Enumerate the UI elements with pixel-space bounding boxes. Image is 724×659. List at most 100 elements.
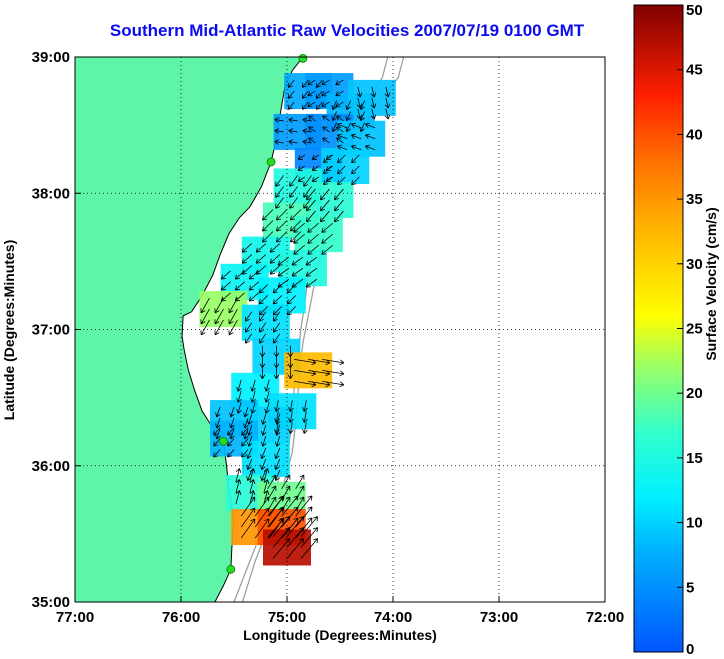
axis-ticks: 77:00 76:00 75:00 74:00 73:00 72:00 35:00 36:00… bbox=[32, 49, 625, 626]
velocity-arrow bbox=[274, 139, 284, 145]
velocity-arrow bbox=[234, 270, 245, 280]
velocity-arrow bbox=[288, 139, 298, 145]
velocity-arrow bbox=[321, 233, 334, 244]
velocity-arrow bbox=[289, 175, 298, 187]
colorbar-tick-label: 45 bbox=[686, 62, 703, 79]
velocity-arrow bbox=[306, 210, 316, 223]
velocity-arrow bbox=[305, 267, 318, 277]
velocity-arrow bbox=[307, 222, 320, 233]
x-tick-label: 76:00 bbox=[162, 609, 200, 626]
velocity-arrow bbox=[262, 220, 274, 232]
velocity-arrow bbox=[320, 188, 330, 201]
velocity-arrow bbox=[323, 176, 332, 186]
velocity-arrow bbox=[336, 126, 344, 133]
velocity-arrow bbox=[275, 413, 281, 425]
velocity-arrow bbox=[274, 117, 284, 123]
map-title: Southern Mid-Atlantic Raw Velocities 200… bbox=[109, 21, 585, 40]
velocity-arrow bbox=[302, 117, 312, 123]
velocity-arrow bbox=[249, 468, 256, 483]
velocity-arrow bbox=[302, 422, 308, 434]
velocity-arrow bbox=[228, 297, 238, 314]
velocity-arrow bbox=[306, 188, 316, 201]
velocity-arrow bbox=[351, 144, 362, 151]
velocity-arrow bbox=[291, 267, 304, 277]
velocity-arrow bbox=[228, 319, 238, 336]
velocity-arrow bbox=[365, 144, 376, 151]
velocity-arrow bbox=[289, 197, 298, 209]
velocity-arrow bbox=[254, 518, 270, 539]
velocity-arrow bbox=[288, 117, 298, 123]
velocity-arrow bbox=[258, 284, 268, 294]
colorbar-tick-label: 20 bbox=[686, 385, 703, 402]
velocity-arrow bbox=[297, 165, 306, 171]
velocity-arrow bbox=[281, 474, 291, 490]
colorbar bbox=[633, 4, 684, 653]
station-layer bbox=[218, 53, 308, 574]
velocity-arrow bbox=[254, 496, 270, 517]
velocity-arrow bbox=[258, 295, 268, 305]
velocity-arrow bbox=[286, 538, 305, 559]
velocity-arrow bbox=[297, 154, 306, 160]
velocity-arrow bbox=[246, 447, 253, 459]
velocity-arrow bbox=[273, 333, 281, 344]
velocity-arrow bbox=[335, 79, 344, 86]
velocity-arrow bbox=[359, 122, 365, 133]
velocity-arrow bbox=[370, 108, 377, 120]
colorbar-tick-label: 50 bbox=[686, 2, 703, 19]
y-tick-label: 35:00 bbox=[32, 594, 70, 611]
velocity-arrow bbox=[260, 447, 267, 459]
velocity-arrow bbox=[365, 122, 376, 129]
x-axis-label: Longitude (Degrees:Minutes) bbox=[243, 627, 437, 643]
velocity-arrow bbox=[276, 220, 288, 232]
velocity-arrow bbox=[315, 90, 323, 99]
velocity-arrow bbox=[287, 367, 294, 379]
velocity-arrow bbox=[337, 122, 348, 129]
velocity-arrow bbox=[269, 254, 281, 264]
velocity-arrow bbox=[259, 333, 267, 344]
x-tick-label: 75:00 bbox=[268, 609, 306, 626]
velocity-arrow bbox=[302, 128, 312, 134]
velocity-arrow bbox=[322, 137, 330, 144]
velocity-arrow bbox=[351, 122, 362, 129]
velocity-arrow bbox=[248, 292, 259, 302]
velocity-arrow bbox=[307, 79, 316, 86]
velocity-arrow bbox=[274, 458, 281, 470]
velocity-arrow bbox=[243, 406, 249, 418]
velocity-arrow bbox=[337, 176, 346, 186]
velocity-arrow bbox=[295, 495, 313, 517]
x-tick-label: 74:00 bbox=[374, 609, 412, 626]
y-tick-label: 38:00 bbox=[32, 185, 70, 202]
velocity-arrow bbox=[247, 424, 253, 436]
velocity-arrow bbox=[240, 507, 256, 528]
velocity-arrow bbox=[275, 197, 284, 209]
velocity-arrow bbox=[384, 108, 391, 120]
velocity-arrow bbox=[302, 411, 308, 423]
velocity-arrow bbox=[308, 137, 316, 144]
velocity-arrow bbox=[351, 133, 362, 140]
velocity-arrow bbox=[274, 400, 280, 412]
velocity-arrow bbox=[215, 406, 221, 418]
colorbar-tick-label: 15 bbox=[686, 450, 703, 467]
velocity-arrow bbox=[272, 284, 282, 294]
velocity-arrow bbox=[335, 90, 344, 97]
velocity-arrow bbox=[321, 101, 330, 108]
velocity-arrow bbox=[200, 297, 210, 314]
colorbar-tick-label: 5 bbox=[686, 579, 694, 596]
velocity-arrow bbox=[293, 244, 306, 255]
velocity-arrow bbox=[307, 101, 316, 108]
velocity-arrow bbox=[241, 254, 253, 264]
velocity-arrow bbox=[351, 176, 360, 186]
velocity-arrow bbox=[307, 244, 320, 255]
colorbar-tick-label: 30 bbox=[686, 256, 703, 273]
velocity-arrow bbox=[235, 479, 242, 494]
velocity-arrow bbox=[215, 428, 221, 440]
velocity-arrow bbox=[275, 175, 284, 187]
velocity-arrow bbox=[322, 380, 345, 388]
velocity-arrow bbox=[334, 199, 344, 212]
velocity-arrow bbox=[322, 369, 345, 377]
y-tick-label: 39:00 bbox=[32, 49, 70, 66]
velocity-arrow bbox=[300, 538, 319, 559]
velocity-arrow bbox=[267, 495, 285, 517]
velocity-arrow bbox=[254, 507, 270, 528]
